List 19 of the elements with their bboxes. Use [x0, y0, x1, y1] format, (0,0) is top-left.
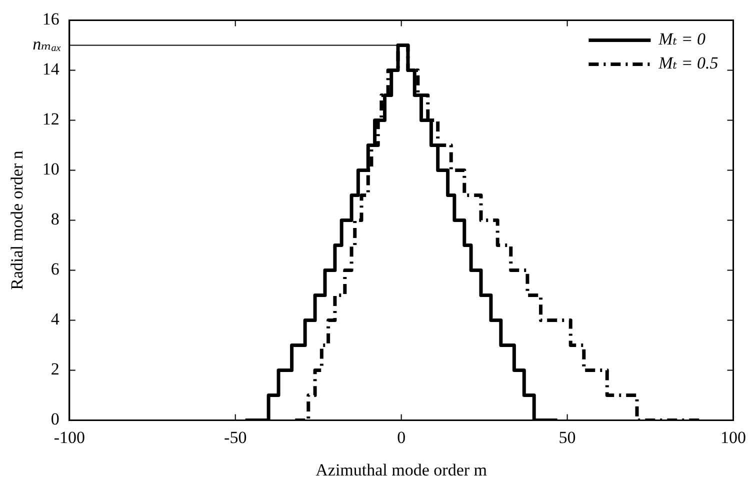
- y-tick-label: 8: [50, 210, 60, 229]
- y-tick-label: 12: [42, 110, 60, 129]
- x-tick-label: 0: [397, 428, 406, 447]
- x-tick-label: 100: [720, 428, 746, 447]
- x-tick-label: 50: [558, 428, 576, 447]
- legend-label: Mₜ = 0: [658, 30, 706, 49]
- y-tick-label: 2: [50, 360, 60, 379]
- y-tick-label: 0: [50, 410, 60, 429]
- y-tick-label: 14: [42, 60, 60, 79]
- y-axis-title: Radial mode order n: [8, 150, 27, 290]
- y-tick-label: 10: [42, 160, 60, 179]
- x-axis-title: Azimuthal mode order m: [316, 460, 488, 480]
- y-tick-label: 16: [42, 10, 60, 29]
- y-tick-label: 4: [50, 310, 60, 329]
- y-tick-label: 6: [50, 260, 60, 279]
- ref-line-label: nₘₐₓ: [32, 34, 62, 54]
- x-tick-label: -50: [224, 428, 247, 447]
- x-tick-label: -100: [54, 428, 85, 447]
- legend-label: Mₜ = 0.5: [658, 54, 718, 73]
